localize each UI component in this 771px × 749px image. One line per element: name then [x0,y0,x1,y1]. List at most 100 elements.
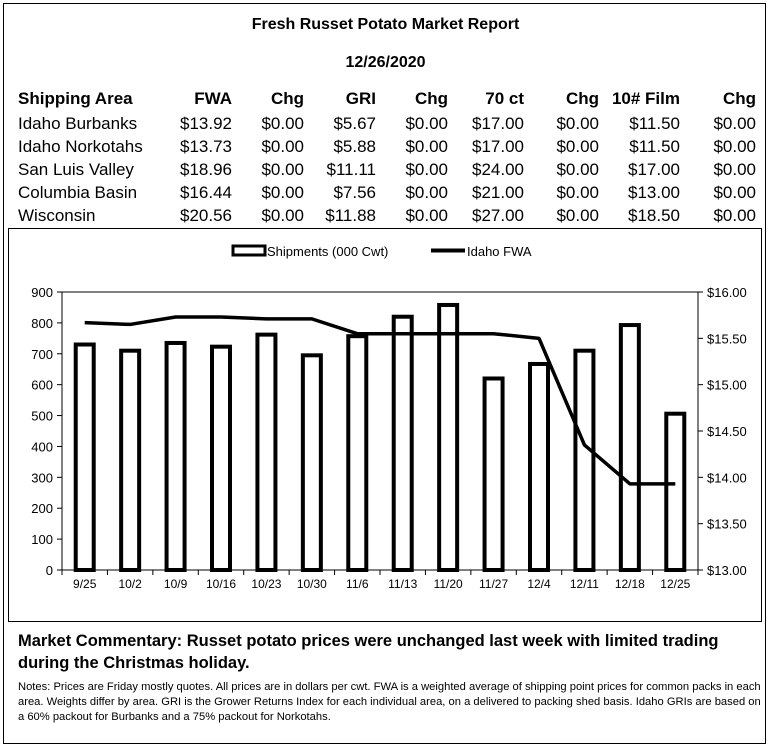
bar-shipments [73,342,96,572]
x-axis-tick-label: 11/20 [434,577,463,591]
price-cell: $0.00 [556,182,599,202]
table-row: Columbia Basin $16.44 $0.00 $7.56 $0.00 $21.0… [18,181,756,204]
right-axis-tick-label: $14.50 [707,424,747,439]
table-row: San Luis Valley $18.96 $0.00 $11.11 $0.00 $24… [18,158,756,181]
price-cell: $13.00 [628,182,680,202]
header-film-chg: Chg [722,89,756,108]
price-cell: $0.00 [261,136,304,156]
header-70ct-chg: Chg [565,89,599,108]
price-cell: $0.00 [405,159,448,179]
shipping-area-name: Wisconsin [18,205,96,225]
price-table: Shipping Area FWA Chg GRI Chg 70 ct Chg … [18,88,756,227]
x-axis-tick-label: 10/2 [118,577,142,591]
header-fwa: FWA [194,89,232,108]
price-cell: $0.00 [713,136,756,156]
price-cell: $11.50 [629,136,680,156]
bar-shipments [164,340,187,573]
x-axis-tick-label: 12/4 [527,577,551,591]
price-cell: $0.00 [261,113,304,133]
report-frame [3,3,766,744]
right-axis-tick-label: $13.00 [707,563,747,578]
x-axis-tick-label: 12/18 [615,577,645,591]
x-axis-tick-label: 10/23 [251,577,281,591]
price-cell: $13.73 [180,136,232,156]
price-cell: $0.00 [556,159,599,179]
price-cell: $0.00 [713,159,756,179]
right-axis-tick-label: $13.50 [707,517,747,532]
bar-shipments [346,334,369,572]
price-cell: $0.00 [261,205,304,225]
left-axis-tick-label: 700 [31,347,53,362]
left-axis-tick-label: 900 [31,285,53,300]
bar-shipments [573,348,596,572]
x-axis-tick-label: 11/27 [479,577,508,591]
price-cell: $0.00 [405,182,448,202]
market-commentary: Market Commentary: Russet potato prices … [18,632,719,672]
bar-shipments [300,353,323,572]
bar-shipments [528,361,550,572]
price-cell: $13.92 [180,113,232,133]
price-cell: $0.00 [405,113,448,133]
x-axis-tick-label: 10/9 [164,577,188,591]
x-axis-tick-label: 11/13 [388,577,417,591]
left-axis-tick-label: 600 [31,378,53,393]
price-cell: $17.00 [628,159,680,179]
price-cell: $0.00 [405,136,448,156]
price-cell: $0.00 [261,159,304,179]
price-cell: $5.88 [333,136,376,156]
right-axis-tick-label: $15.00 [707,378,747,393]
price-cell: $0.00 [713,113,756,133]
x-axis-tick-label: 12/11 [570,577,599,591]
bar-shipments [210,344,232,572]
price-cell: $24.00 [472,159,524,179]
bar-shipments [119,348,142,572]
price-table-header-row: Shipping Area FWA Chg GRI Chg 70 ct Chg … [18,88,756,112]
price-cell: $16.44 [180,182,232,202]
chart-canvas: 0 100 200 300 400 500 600 700 800 900 $13.00 $13.50… [31,244,747,591]
left-axis-tick-label: 300 [31,470,53,485]
line-idaho-fwa [84,315,676,486]
price-cell: $11.88 [325,205,376,225]
notes: Notes: Prices are Friday mostly quotes. … [18,681,761,723]
header-gri-chg: Chg [414,89,448,108]
left-axis-tick-label: 500 [31,409,53,424]
header-gri: GRI [345,89,376,108]
right-axis-tick-label: $15.50 [707,331,747,346]
bar-shipments [391,314,414,573]
left-axis-tick-label: 200 [31,501,53,516]
report-title: Fresh Russet Potato Market Report [251,16,520,33]
price-cell: $0.00 [405,205,448,225]
table-row: Idaho Burbanks $13.92 $0.00 $5.67 $0.00 $17.0… [18,112,756,135]
price-cell: $20.56 [180,205,232,225]
shipping-area-name: Columbia Basin [18,182,138,202]
left-axis-tick-label: 100 [31,532,53,547]
report-date: 12/26/2020 [345,54,426,71]
price-cell: $17.00 [472,113,524,133]
legend-label-idaho-fwa: Idaho FWA [467,244,532,259]
x-axis-tick-label: 10/30 [297,577,327,591]
bar-shipments [482,376,505,572]
price-cell: $0.00 [261,182,304,202]
shipping-area-name: Idaho Norkotahs [18,136,143,156]
price-cell: $18.96 [180,159,232,179]
left-axis-tick-label: 400 [31,439,53,454]
shipments-chart: 0 100 200 300 400 500 600 700 800 900 $13.00 $13.50… [8,228,762,622]
right-axis-tick-label: $16.00 [707,285,747,300]
header-70ct: 70 ct [485,89,524,108]
x-axis-tick-label: 11/6 [346,577,369,591]
legend-label-shipments: Shipments (000 Cwt) [267,244,388,259]
bar-shipments [255,332,278,572]
price-cell: $0.00 [556,205,599,225]
price-cell: $0.00 [556,136,599,156]
left-axis-tick-label: 0 [46,563,53,578]
x-axis-tick-label: 10/16 [206,577,236,591]
price-cell: $17.00 [472,136,524,156]
price-cell: $5.67 [333,113,376,133]
table-row: Wisconsin $20.56 $0.00 $11.88 $0.00 $27.00 $0.… [18,204,756,227]
price-cell: $11.50 [629,113,680,133]
price-cell: $18.50 [628,205,680,225]
price-cell: $21.00 [472,182,524,202]
price-cell: $11.11 [326,159,376,179]
price-cell: $0.00 [713,205,756,225]
header-shipping-area: Shipping Area [18,89,133,108]
